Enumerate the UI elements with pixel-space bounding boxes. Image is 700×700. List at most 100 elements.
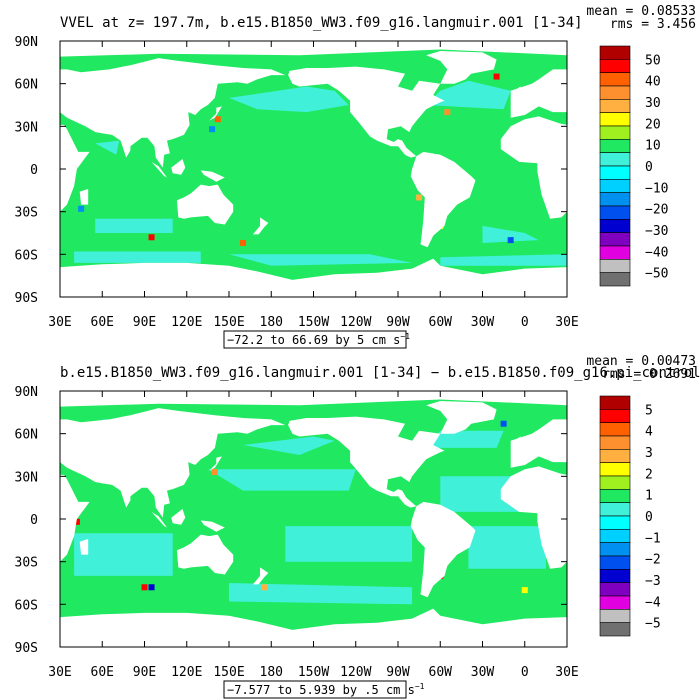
land-mass [410, 151, 476, 248]
x-tick-label: 60E [91, 665, 114, 680]
ocean-anomaly-zone [440, 254, 567, 266]
anomaly-hotspot [211, 469, 218, 476]
land-mass [500, 466, 567, 569]
ocean-anomaly-zone [426, 80, 511, 110]
land-mass [171, 159, 186, 175]
mean-label: mean = 0.08533 [586, 4, 696, 19]
x-tick-label: 0 [521, 315, 529, 330]
colorbar-swatch [599, 595, 631, 610]
panel-1: VVEL at z= 197.7m, b.e15.B1850_WW3.f09_g… [0, 4, 700, 349]
colorbar-label: 1 [645, 489, 653, 504]
range-box: −7.577 to 5.939 by .5 cm s−1 [223, 680, 425, 699]
land-mass [659, 512, 675, 528]
colorbar-label: 4 [645, 425, 653, 440]
land-mass [151, 161, 167, 178]
panel-2: b.e15.B1850_WW3.f09_g16.langmuir.001 [1-… [15, 354, 700, 699]
anomaly-hotspot [1, 237, 7, 243]
x-tick-label: 120E [171, 665, 202, 680]
range-exponent: −1 [400, 332, 410, 341]
ocean-anomaly-zone [426, 430, 504, 448]
ocean-anomaly-zone [95, 140, 120, 155]
land-mass [567, 391, 700, 407]
colorbar-label: 0 [645, 510, 653, 525]
land-mass [176, 534, 234, 575]
x-tick-label: 60W [429, 665, 453, 680]
colorbar-swatch [599, 259, 631, 273]
y-tick-label: 30N [15, 120, 38, 135]
anomaly-hotspot [493, 73, 500, 80]
colorbar-swatch [599, 529, 631, 543]
land-mass [60, 258, 567, 297]
ocean-anomaly-zone [285, 526, 413, 562]
range-exponent: −1 [415, 682, 425, 691]
y-tick-label: 30S [15, 206, 38, 221]
colorbar-label: 20 [645, 117, 661, 132]
x-tick-label: 60W [429, 315, 453, 330]
x-tick-label: 30W [471, 315, 495, 330]
range-box-frame [223, 330, 407, 349]
ocean-anomaly-zone [482, 225, 539, 243]
y-tick-label: 30S [15, 556, 38, 571]
anomaly-hotspot [240, 239, 247, 246]
anomaly-hotspot [261, 584, 268, 591]
y-tick-label: 90S [15, 641, 38, 656]
anomaly-hotspot [444, 109, 451, 116]
land-mass [567, 259, 700, 297]
land-mass [79, 538, 89, 555]
land-mass [200, 456, 222, 475]
colorbar-label: 0 [645, 160, 653, 175]
x-tick-label: 150E [213, 315, 244, 330]
anomaly-hotspot [15, 587, 21, 593]
colorbar-label: −1 [645, 531, 661, 546]
ocean-anomaly-zone [0, 226, 32, 243]
land-mass [426, 401, 497, 434]
land-mass [659, 162, 675, 178]
land-mass [60, 124, 90, 212]
colorbar-swatch [599, 609, 631, 623]
x-tick-label: 90E [133, 315, 156, 330]
colorbar-label: 30 [645, 96, 661, 111]
colorbar-swatch [599, 165, 631, 180]
colorbar-swatch [599, 125, 631, 140]
colorbar-label: −10 [645, 181, 668, 196]
ocean-anomaly-zone [207, 469, 356, 491]
range-label: −7.577 to 5.939 by .5 cm s−1 [227, 682, 425, 697]
colorbar-swatch [599, 395, 631, 410]
land-mass [288, 66, 445, 158]
colorbar-label: −30 [645, 224, 668, 239]
x-tick-label: 120W [340, 665, 371, 680]
x-tick-label: 180 [260, 315, 283, 330]
y-tick-label: 0 [30, 163, 38, 178]
land-mass [60, 474, 90, 562]
colorbar-label: −4 [645, 595, 661, 610]
x-tick-label: 150W [298, 315, 329, 330]
colorbar-label: 3 [645, 446, 653, 461]
land-mass [288, 416, 445, 508]
colorbar-swatch [599, 449, 631, 463]
x-tick-label: 30E [48, 315, 71, 330]
colorbar-swatch [599, 139, 631, 153]
colorbar-swatch [599, 462, 631, 477]
colorbar-swatch [599, 72, 631, 87]
y-tick-label: 90S [15, 291, 38, 306]
colorbar-label: 50 [645, 53, 661, 68]
y-tick-label: 30N [15, 470, 38, 485]
anomaly-hotspot [521, 587, 528, 594]
colorbar-label: −20 [645, 203, 668, 218]
y-tick-label: 60S [15, 248, 38, 263]
land-mass [60, 58, 286, 168]
colorbar-swatch [599, 205, 631, 220]
y-tick-label: 90N [15, 35, 38, 50]
ocean-anomaly-zone [74, 251, 201, 263]
ocean-anomaly-zone [74, 533, 173, 576]
range-label: −72.2 to 66.69 by 5 cm s−1 [227, 332, 410, 347]
land-mass [252, 567, 269, 585]
colorbar-swatch [599, 99, 631, 113]
colorbar-swatch [599, 622, 631, 637]
y-tick-label: 60N [15, 78, 38, 93]
land-mass [510, 69, 567, 118]
colorbar-swatch [599, 85, 631, 100]
y-tick-label: 0 [30, 513, 38, 528]
colorbar-swatch [599, 45, 631, 60]
x-tick-label: 90W [386, 315, 410, 330]
